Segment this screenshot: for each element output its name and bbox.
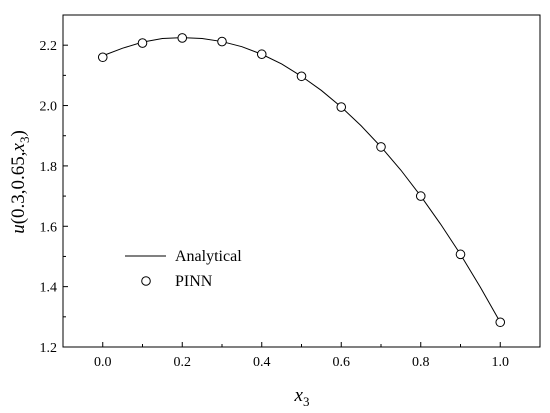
x-tick-label: 0.6 — [333, 355, 351, 370]
x-tick-label: 0.0 — [94, 355, 112, 370]
y-tick-label: 2.2 — [40, 39, 58, 54]
pinn-point — [256, 49, 267, 60]
x-tick-label: 0.4 — [253, 355, 271, 370]
pinn-point — [177, 33, 188, 43]
pinn-point — [495, 317, 506, 328]
pinn-point — [296, 71, 307, 82]
x-tick-label: 0.2 — [174, 355, 192, 370]
pinn-point — [415, 191, 426, 201]
x-tick-label: 1.0 — [492, 355, 510, 370]
pinn-point — [376, 142, 386, 152]
pinn-point — [455, 249, 466, 260]
series-layer — [97, 33, 506, 328]
y-axis-label-func: u — [8, 224, 29, 234]
legend: Analytical PINN — [125, 248, 242, 290]
y-axis-label-args: (0.3,0.65, — [8, 151, 29, 224]
pinn-point — [97, 52, 108, 63]
pinn-point — [336, 102, 347, 112]
pinn-point — [217, 36, 227, 47]
x-tick-label: 0.8 — [412, 355, 430, 370]
y-tick-label: 1.4 — [40, 281, 58, 296]
y-axis-label-close: ) — [8, 130, 29, 136]
y-tick-label: 1.8 — [40, 160, 58, 175]
y-axis-ticks: 1.2 1.4 1.6 1.8 2.0 2.2 — [40, 39, 68, 356]
y-axis-label-sub: 3 — [17, 137, 32, 144]
pinn-point — [137, 38, 148, 48]
y-axis-label-var: x — [8, 142, 29, 152]
x-axis-label-sub: 3 — [303, 394, 310, 409]
legend-pinn-marker — [141, 276, 151, 286]
x-axis-ticks: 0.0 0.2 0.4 0.6 0.8 1.0 — [94, 342, 509, 370]
y-tick-label: 1.2 — [40, 341, 58, 356]
plot-frame — [62, 14, 541, 348]
x-axis-label: x3 — [294, 385, 310, 409]
x-axis-label-var: x — [294, 385, 304, 406]
y-tick-label: 1.6 — [40, 220, 58, 235]
legend-pinn-label: PINN — [175, 273, 213, 290]
legend-analytical-label: Analytical — [175, 248, 242, 265]
y-tick-label: 2.0 — [40, 100, 58, 115]
y-axis-label: u(0.3,0.65,x3) — [8, 130, 32, 234]
